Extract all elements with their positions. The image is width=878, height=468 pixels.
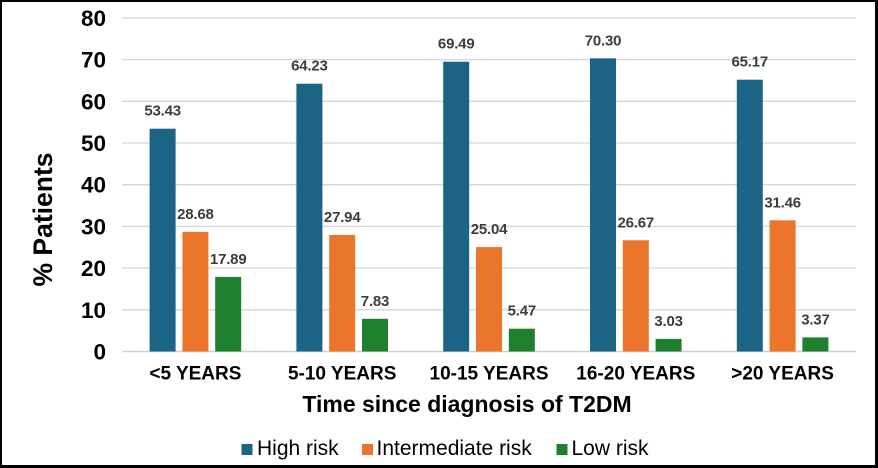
- svg-text:>20 YEARS: >20 YEARS: [731, 364, 834, 385]
- svg-text:50: 50: [81, 131, 106, 156]
- svg-text:10: 10: [81, 298, 106, 323]
- svg-text:17.89: 17.89: [210, 251, 247, 268]
- svg-text:64.23: 64.23: [291, 58, 328, 75]
- svg-text:28.68: 28.68: [177, 206, 214, 223]
- svg-text:10-15 YEARS: 10-15 YEARS: [430, 364, 549, 385]
- svg-text:% Patients: % Patients: [28, 152, 58, 286]
- svg-text:0: 0: [93, 340, 106, 365]
- svg-text:70: 70: [81, 48, 106, 73]
- svg-text:Time since diagnosis of T2DM: Time since diagnosis of T2DM: [302, 391, 631, 417]
- svg-text:60: 60: [81, 89, 106, 114]
- svg-text:Intermediate risk: Intermediate risk: [377, 437, 533, 460]
- svg-text:69.49: 69.49: [438, 36, 475, 53]
- svg-text:25.04: 25.04: [471, 221, 508, 238]
- svg-text:3.03: 3.03: [654, 313, 682, 330]
- svg-text:20: 20: [81, 256, 106, 281]
- svg-text:30: 30: [81, 214, 106, 239]
- svg-text:80: 80: [81, 6, 106, 31]
- svg-text:7.83: 7.83: [361, 293, 389, 310]
- svg-text:70.30: 70.30: [585, 32, 622, 49]
- svg-text:27.94: 27.94: [324, 209, 361, 226]
- svg-text:High risk: High risk: [257, 437, 339, 460]
- svg-text:40: 40: [81, 173, 106, 198]
- svg-text:31.46: 31.46: [764, 194, 801, 211]
- svg-text:5-10 YEARS: 5-10 YEARS: [288, 364, 396, 385]
- svg-text:26.67: 26.67: [618, 214, 655, 231]
- svg-text:5.47: 5.47: [508, 303, 536, 320]
- svg-text:53.43: 53.43: [144, 103, 181, 120]
- svg-text:65.17: 65.17: [732, 54, 769, 71]
- svg-text:Low risk: Low risk: [572, 437, 650, 460]
- svg-text:3.37: 3.37: [801, 311, 829, 328]
- svg-text:<5 YEARS: <5 YEARS: [149, 364, 241, 385]
- svg-text:16-20 YEARS: 16-20 YEARS: [576, 364, 695, 385]
